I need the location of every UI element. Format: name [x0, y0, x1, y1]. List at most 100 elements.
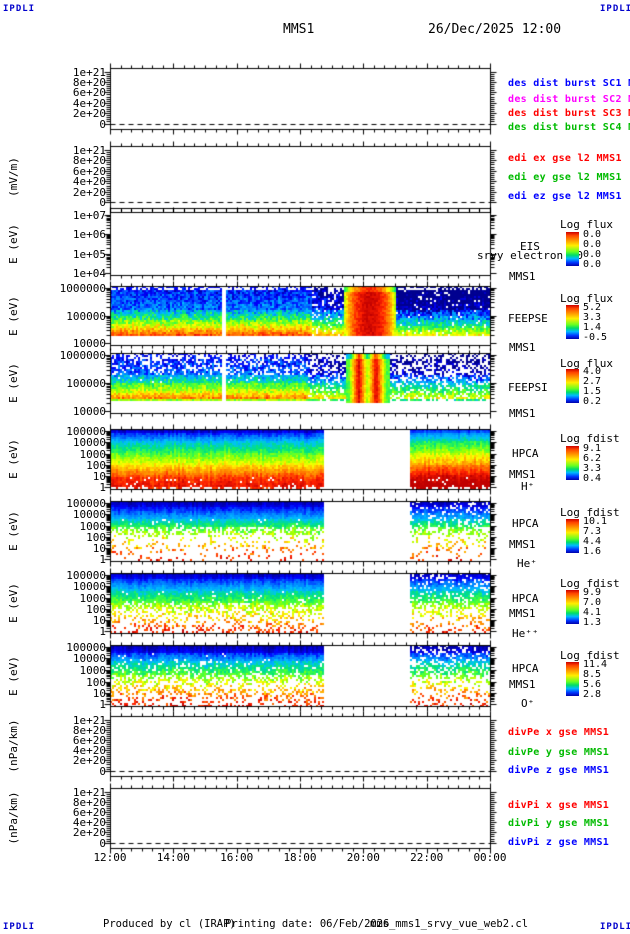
footer-produced-by: Produced by cl (IRAP)	[103, 918, 236, 930]
series-label: divPe z gse MMS1	[508, 765, 610, 776]
y-tick-label: 10	[92, 687, 106, 701]
panel-hpca-he-plus-plot	[102, 494, 498, 568]
y-tick-label: 0	[99, 117, 106, 131]
colorbar-tick-label: 4.1	[583, 607, 602, 618]
colorbar-gradient	[566, 519, 579, 553]
panel-label: HPCA	[512, 662, 539, 675]
series-label: divPi z gse MMS1	[508, 837, 610, 848]
colorbar-title: Log flux	[560, 218, 613, 231]
panel-hpca-o-plus-plot	[102, 638, 498, 713]
y-tick-label: 4e+20	[72, 744, 106, 758]
time-tick-label: 20:00	[346, 851, 380, 864]
y-tick-label: 1e+04	[72, 267, 106, 281]
y-tick-label: 6e+20	[72, 806, 106, 819]
y-tick-label: 10000	[72, 337, 106, 351]
series-label: divPe x gse MMS1	[508, 727, 610, 738]
colorbar-tick-label: 5.2	[583, 302, 602, 313]
colorbar-tick-label: 0.2	[583, 396, 602, 407]
series-label: edi ex gse l2 MMS1	[508, 153, 622, 164]
y-axis-title: E (eV)	[7, 439, 20, 479]
y-axis-title: E (eV)	[7, 511, 20, 551]
colorbar-tick-label: 4.0	[583, 366, 602, 377]
panel-label: srvy electron t0	[477, 249, 583, 262]
time-tick-label: 14:00	[156, 851, 190, 864]
y-axis-title: E (eV)	[7, 583, 20, 623]
colorbar-tick-label: 0.0	[583, 239, 602, 250]
y-tick-label: 4e+20	[72, 175, 106, 189]
colorbar-tick-label: 0.0	[583, 259, 602, 270]
colorbar-title: Log fdist	[560, 577, 620, 590]
y-axis-title: (nPa/km)	[7, 791, 20, 845]
y-tick-label: 6e+20	[72, 164, 106, 178]
y-tick-label: 2e+20	[72, 107, 106, 121]
panel-label: MMS1	[509, 607, 536, 620]
series-label: edi ez gse l2 MMS1	[508, 191, 622, 202]
colorbar-gradient	[566, 662, 579, 696]
panel-label: H⁺	[521, 480, 535, 493]
y-tick-label: 4e+20	[72, 96, 106, 110]
colorbar-tick-label: 9.1	[583, 443, 602, 454]
ipdli-logo-bottom-left: IPDLI	[3, 922, 36, 932]
y-tick-label: 1000	[79, 591, 107, 605]
time-tick-label: 16:00	[220, 851, 254, 864]
y-tick-label: 1	[99, 553, 106, 567]
colorbar-tick-label: 9.9	[583, 587, 602, 598]
panel-label: HPCA	[512, 447, 539, 460]
colorbar-tick-label: 3.3	[583, 312, 602, 323]
panel-label: MMS1	[509, 468, 536, 481]
y-tick-label: 1e+21	[72, 713, 106, 727]
y-tick-label: 100	[86, 675, 106, 689]
colorbar-title: Log fdist	[560, 649, 620, 662]
colorbar-tick-label: 0.0	[583, 229, 602, 240]
series-label: divPi x gse MMS1	[508, 800, 610, 811]
colorbar-tick-label: -0.5	[583, 332, 608, 343]
y-tick-label: 10000	[72, 405, 106, 419]
y-axis-title: E (eV)	[7, 223, 20, 264]
colorbar-tick-label: 1.4	[583, 322, 602, 333]
y-tick-label: 100000	[66, 640, 106, 654]
y-tick-label: 1e+06	[72, 228, 106, 242]
panel-label: MMS1	[509, 270, 536, 283]
panel-label: HPCA	[512, 517, 539, 530]
y-tick-label: 1e+21	[72, 785, 106, 799]
y-tick-label: 10000	[72, 652, 106, 666]
spacecraft-title: MMS1	[283, 22, 315, 37]
colorbar-tick-label: 5.6	[583, 679, 602, 690]
y-tick-label: 1000	[79, 664, 107, 677]
panel-hpca-he-plusplus-plot	[102, 566, 498, 640]
colorbar-gradient	[566, 305, 579, 339]
y-tick-label: 10000	[72, 508, 106, 522]
panel-label: MMS1	[509, 407, 536, 420]
panel-label: EIS	[520, 240, 540, 253]
panel-label: O⁺	[521, 697, 535, 710]
colorbar-tick-label: 2.8	[583, 689, 602, 700]
colorbar-title: Log fdist	[560, 432, 620, 445]
colorbar-title: Log flux	[560, 292, 613, 305]
time-tick-label: 12:00	[93, 851, 127, 864]
panel-divpi-plot	[102, 781, 498, 855]
panel-feepse-plot	[102, 279, 498, 352]
panel-label: MMS1	[509, 341, 536, 354]
panel-label: FEEPSI	[508, 381, 548, 394]
y-tick-label: 100000	[66, 568, 106, 582]
panel-eis-electron-plot	[102, 205, 498, 282]
time-tick-label: 18:00	[283, 851, 317, 864]
y-axis-title: E (eV)	[7, 363, 20, 403]
y-tick-label: 0	[99, 196, 106, 210]
y-tick-label: 1000	[79, 519, 107, 533]
colorbar-gradient	[566, 369, 579, 403]
colorbar-title: Log flux	[560, 357, 613, 370]
series-label: des dist burst SC1 MMS1	[508, 78, 630, 89]
panel-des-dist-burst-plot	[102, 61, 498, 136]
y-tick-label: 100000	[66, 377, 106, 390]
colorbar-gradient	[566, 446, 579, 480]
panel-label: MMS1	[509, 678, 536, 691]
y-tick-label: 1e+21	[72, 65, 106, 79]
time-tick-label: 22:00	[410, 851, 444, 864]
y-tick-label: 1e+21	[72, 143, 106, 157]
colorbar-gradient	[566, 590, 579, 624]
y-tick-label: 1e+05	[72, 247, 106, 261]
y-axis-title: (nPa/km)	[7, 719, 20, 773]
y-tick-label: 2e+20	[72, 826, 106, 840]
